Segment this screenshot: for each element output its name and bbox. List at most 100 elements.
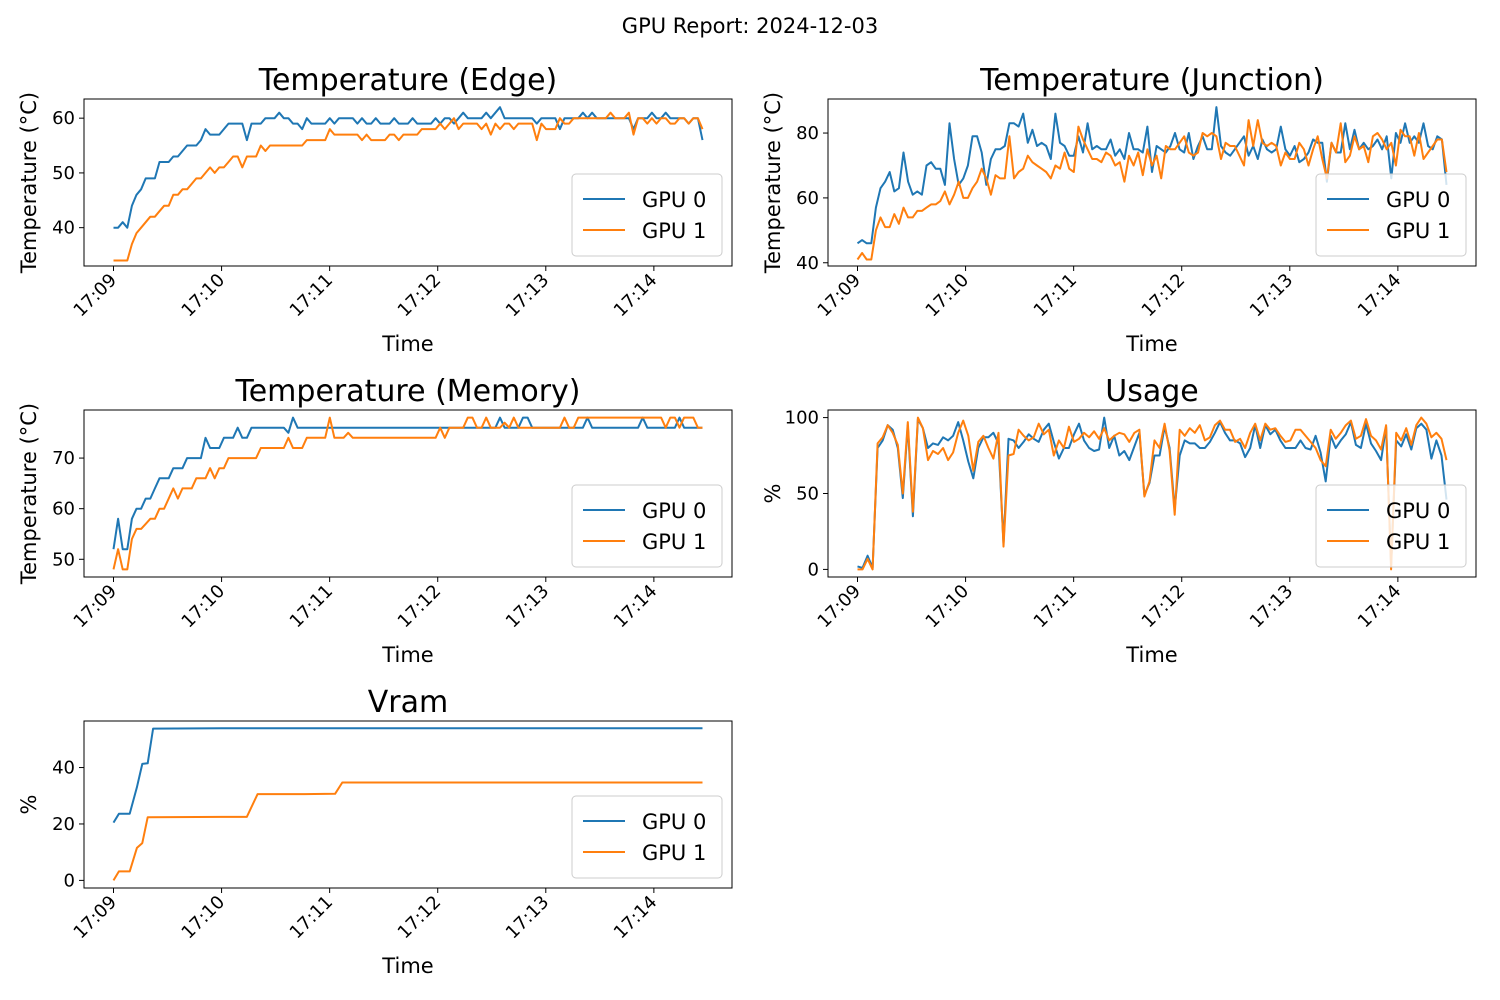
x-tick-label: 17:11 [286,581,338,633]
x-tick-label: 17:10 [178,892,230,944]
x-tick-label: 17:13 [502,892,554,944]
x-tick-label: 17:11 [1030,581,1082,633]
x-tick-label: 17:13 [1246,270,1298,322]
y-tick-label: 40 [796,253,819,274]
figure-title: GPU Report: 2024-12-03 [621,14,879,38]
legend: GPU 0 GPU 1 [571,795,723,879]
y-tick-label: 50 [796,484,819,505]
x-tick-label: 17:10 [178,581,230,633]
x-tick-label: 17:10 [922,270,974,322]
x-tick-label: 17:14 [610,892,662,944]
legend-box [1315,484,1467,568]
x-tick-label: 17:09 [70,581,122,633]
legend: GPU 0 GPU 1 [1315,173,1467,257]
chart-panel-2: Temperature (Junction) 40 60 80 17:09 17:10 17… [761,63,1477,356]
x-tick-label: 17:13 [502,270,554,322]
y-tick-label: 0 [64,870,75,891]
legend-label-gpu1: GPU 1 [642,841,706,865]
plot-frame [83,409,733,578]
x-axis-label: Time [1125,332,1177,356]
legend-label-gpu1: GPU 1 [642,219,706,243]
y-tick-label: 20 [52,814,75,835]
x-tick-label: 17:09 [70,270,122,322]
chart-panel-5: Vram 0 20 40 17:09 17:10 17:11 17:12 17:13 17:14 T… [17,685,733,978]
x-tick-label: 17:12 [394,270,446,322]
x-tick-label: 17:14 [610,270,662,322]
x-axis-label: Time [381,332,433,356]
series-line-gpu1 [112,781,703,881]
series-line-gpu1 [113,111,704,262]
legend-box [1315,173,1467,257]
x-tick-label: 17:13 [502,581,554,633]
legend-label-gpu1: GPU 1 [642,530,706,554]
series-line-gpu0 [856,106,1448,245]
series-line-gpu0 [857,416,1448,569]
series-line-gpu1 [857,416,1448,571]
y-tick-label: 70 [52,448,75,469]
x-tick-label: 17:10 [922,581,974,633]
chart-title: Vram [368,685,448,720]
legend-box [571,173,723,257]
y-tick-label: 50 [52,549,75,570]
legend-label-gpu0: GPU 0 [642,188,706,212]
chart-panel-1: Temperature (Edge) 40 50 60 17:09 17:10 17:11 1… [17,63,733,356]
legend-box [571,484,723,568]
legend-label-gpu0: GPU 0 [642,499,706,523]
y-tick-label: 60 [52,499,75,520]
x-tick-label: 17:14 [610,581,662,633]
y-tick-label: 50 [52,163,75,184]
chart-title: Temperature (Edge) [258,63,557,98]
x-tick-label: 17:14 [1354,270,1406,322]
chart-title: Temperature (Memory) [235,374,581,409]
x-axis-label: Time [1125,643,1177,667]
y-axis-label: % [761,484,785,504]
y-axis-label: % [17,795,41,815]
x-tick-label: 17:12 [1138,581,1190,633]
x-tick-label: 17:09 [814,581,866,633]
legend-label-gpu0: GPU 0 [642,810,706,834]
x-tick-label: 17:13 [1246,581,1298,633]
legend: GPU 0 GPU 1 [571,173,723,257]
y-axis-label: Temperature (°C) [17,92,41,274]
x-tick-label: 17:11 [1030,270,1082,322]
y-tick-label: 100 [785,408,819,429]
y-axis-label: Temperature (°C) [761,92,785,274]
x-axis-label: Time [381,643,433,667]
chart-panel-4: Usage 0 50 100 17:09 17:10 17:11 17:12 17:13 17:1… [761,374,1477,667]
series-line-gpu1 [856,119,1448,261]
y-tick-label: 60 [52,108,75,129]
y-tick-label: 0 [808,559,819,580]
y-tick-label: 80 [796,123,819,144]
x-tick-label: 17:11 [286,270,338,322]
series-line-gpu0 [112,727,703,824]
x-tick-label: 17:11 [286,892,338,944]
chart-title: Temperature (Junction) [979,63,1324,98]
plot-frame [83,98,733,267]
legend-box [571,795,723,879]
chart-panel-3: Temperature (Memory) 50 60 70 17:09 17:10 17:1… [17,374,733,667]
legend-label-gpu0: GPU 0 [1386,188,1450,212]
legend: GPU 0 GPU 1 [1315,484,1467,568]
legend-label-gpu0: GPU 0 [1386,499,1450,523]
series-line-gpu1 [112,416,703,571]
y-axis-label: Temperature (°C) [17,403,41,585]
legend: GPU 0 GPU 1 [571,484,723,568]
x-tick-label: 17:12 [394,892,446,944]
plot-frame [83,720,733,889]
x-axis-label: Time [381,954,433,978]
x-tick-label: 17:12 [1138,270,1190,322]
plot-frame [827,98,1477,267]
legend-label-gpu1: GPU 1 [1386,530,1450,554]
x-tick-label: 17:09 [70,892,122,944]
x-tick-label: 17:09 [814,270,866,322]
y-tick-label: 40 [52,218,75,239]
y-tick-label: 40 [52,758,75,779]
series-line-gpu0 [112,416,703,551]
x-tick-label: 17:10 [178,270,230,322]
x-tick-label: 17:12 [394,581,446,633]
y-tick-label: 60 [796,188,819,209]
legend-label-gpu1: GPU 1 [1386,219,1450,243]
chart-title: Usage [1105,374,1198,409]
x-tick-label: 17:14 [1354,581,1406,633]
